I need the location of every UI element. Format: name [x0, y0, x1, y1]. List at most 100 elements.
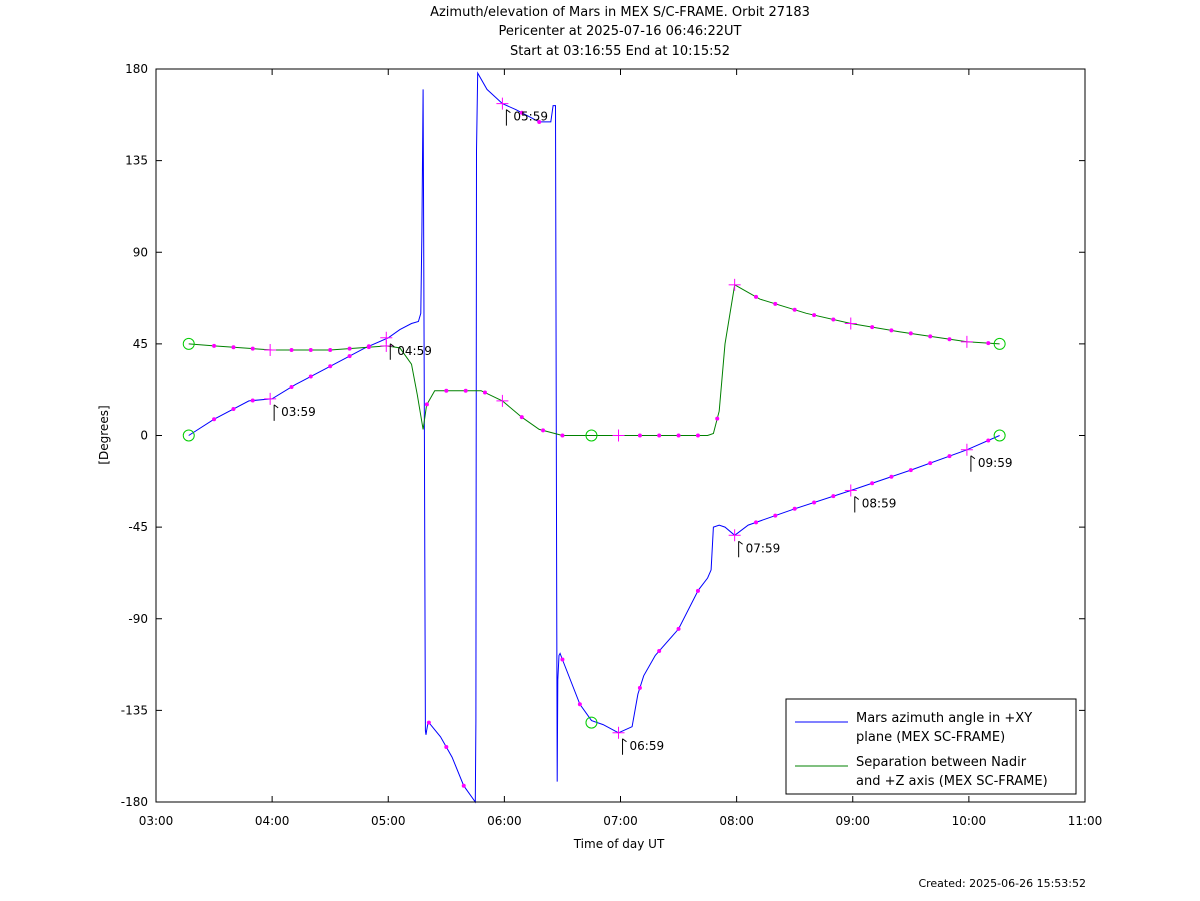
hour-label: 05:59 [513, 110, 548, 124]
hour-label-tick-hook [738, 540, 743, 545]
x-tick-label: 05:00 [371, 814, 406, 828]
endpoint-circle-marker [585, 429, 598, 442]
separation-dot-marker [212, 343, 217, 348]
azimuth-line [188, 71, 1000, 804]
separation-dot-marker [347, 346, 352, 351]
azimuth-dot-marker [947, 454, 952, 459]
separation-dot-marker [560, 433, 565, 438]
separation-dot-marker [754, 294, 759, 299]
endpoint-circle-marker [182, 337, 195, 350]
y-tick-label: -45 [128, 520, 148, 534]
separation-dot-marker [870, 325, 875, 330]
endpoint-circle-marker [182, 429, 195, 442]
y-tick-label: 180 [125, 62, 148, 76]
hour-label: 06:59 [630, 739, 665, 753]
azimuth-dot-marker [676, 626, 681, 631]
separation-dot-marker [928, 334, 933, 339]
hour-label: 03:59 [281, 405, 316, 419]
hour-label: 04:59 [397, 344, 432, 358]
azimuth-dot-marker [928, 461, 933, 466]
legend-label-azimuth-1: Mars azimuth angle in +XY [856, 711, 1032, 726]
azimuth-dot-marker [537, 119, 542, 124]
separation-dot-marker [444, 388, 449, 393]
separation-dot-marker [773, 301, 778, 306]
x-tick-label: 06:00 [487, 814, 522, 828]
legend-label-separation-1: Separation between Nadir [856, 755, 1027, 770]
hour-label-tick-hook [506, 109, 511, 114]
y-tick-label: -90 [128, 612, 148, 626]
azimuth-dot-marker [347, 354, 352, 359]
separation-dot-marker [328, 347, 333, 352]
y-axis-label: [Degrees] [97, 405, 111, 464]
x-tick-label: 09:00 [835, 814, 870, 828]
separation-dot-marker [231, 345, 236, 350]
separation-dot-marker [695, 433, 700, 438]
azimuth-dot-marker [986, 438, 991, 443]
legend-label-azimuth-2: plane (MEX SC-FRAME) [856, 730, 1005, 745]
azimuth-dot-marker [870, 481, 875, 486]
azimuth-dot-marker [250, 398, 255, 403]
chart-title-line1: Azimuth/elevation of Mars in MEX S/C-FRA… [430, 5, 810, 20]
azimuth-dot-marker [560, 657, 565, 662]
hour-label-tick-hook [970, 455, 976, 460]
separation-dot-marker [463, 388, 468, 393]
separation-dot-marker [424, 402, 429, 407]
azimuth-dot-marker [831, 494, 836, 499]
azimuth-dot-marker [657, 649, 662, 654]
chart-title-line3: Start at 03:16:55 End at 10:15:52 [509, 44, 731, 59]
separation-dot-marker [889, 328, 894, 333]
azimuth-dot-marker [328, 364, 333, 369]
hour-label-tick-hook [389, 343, 395, 348]
separation-dot-marker [947, 337, 952, 342]
azimuth-dot-marker [577, 702, 582, 707]
hour-label: 07:59 [746, 541, 781, 555]
created-timestamp: Created: 2025-06-26 15:53:52 [918, 877, 1086, 890]
separation-dot-marker [250, 346, 255, 351]
separation-dot-marker [519, 415, 524, 420]
plot-area: 03:59 04:59 05:59 06:59 07:59 08:59 09:59 [182, 71, 1013, 804]
x-tick-label: 07:00 [603, 814, 638, 828]
endpoint-circle-marker [585, 716, 598, 729]
endpoint-circle-marker [993, 337, 1006, 350]
separation-dot-marker [812, 313, 817, 318]
azimuth-dot-marker [889, 474, 894, 479]
legend-box [785, 698, 1077, 795]
separation-dot-marker [908, 331, 913, 336]
x-tick-label: 03:00 [139, 814, 174, 828]
separation-dot-marker [637, 433, 642, 438]
separation-dot-marker [482, 390, 487, 395]
azimuth-dot-marker [519, 110, 524, 115]
separation-dot-marker [792, 307, 797, 312]
azimuth-dot-marker [444, 745, 449, 750]
x-tick-label: 10:00 [952, 814, 987, 828]
azimuth-dot-marker [212, 417, 217, 422]
y-tick-label: -180 [121, 795, 148, 809]
x-tick-label: 11:00 [1068, 814, 1103, 828]
x-axis-label: Time of day UT [573, 837, 665, 851]
azimuth-dot-marker [461, 783, 466, 788]
azimuth-dot-marker [792, 506, 797, 511]
azimuth-dot-marker [754, 520, 759, 525]
azimuth-dot-marker [812, 500, 817, 505]
hour-label-tick-hook [854, 496, 860, 500]
azimuth-dot-marker [426, 720, 431, 725]
azimuth-dot-marker [908, 468, 913, 473]
y-tick-label: 135 [125, 154, 148, 168]
azimuth-dot-marker [637, 685, 642, 690]
separation-dot-marker [289, 347, 294, 352]
hour-label: 09:59 [978, 456, 1013, 470]
x-tick-label: 08:00 [719, 814, 754, 828]
azimuth-dot-marker [308, 374, 313, 379]
separation-dot-marker [657, 433, 662, 438]
chart-title-line2: Pericenter at 2025-07-16 06:46:22UT [498, 24, 742, 39]
axes: 03:00 04:00 05:00 06:00 07:00 08:00 09:00 10:00… [121, 62, 1103, 828]
separation-dot-marker [541, 428, 546, 433]
separation-dot-marker [831, 317, 836, 322]
legend-label-separation-2: and +Z axis (MEX SC-FRAME) [856, 774, 1048, 789]
azimuth-dot-marker [231, 407, 236, 412]
separation-dot-marker [676, 433, 681, 438]
separation-dot-marker [366, 345, 371, 350]
endpoint-circle-marker [993, 429, 1006, 442]
y-tick-label: -135 [121, 703, 148, 717]
